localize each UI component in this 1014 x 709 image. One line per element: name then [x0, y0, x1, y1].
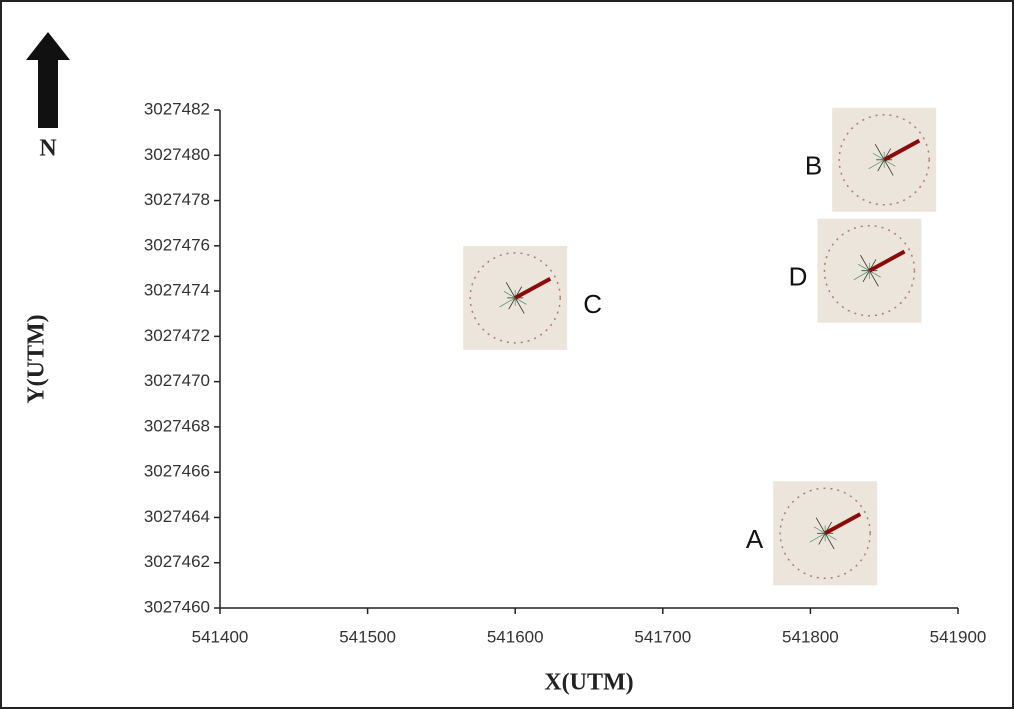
rose-spoke — [877, 159, 885, 172]
rose-direction — [824, 512, 862, 536]
y-tick-label: 3027480 — [144, 145, 210, 164]
x-tick-label: 541500 — [339, 627, 396, 646]
rose-spoke — [862, 270, 870, 283]
rose-spoke — [824, 533, 835, 550]
rose-spoke — [872, 152, 885, 161]
rose-spoke — [505, 282, 516, 299]
rose-spoke — [503, 291, 516, 299]
x-tick-label: 541900 — [930, 627, 987, 646]
x-tick-label: 541800 — [782, 627, 839, 646]
point-label: D — [789, 262, 808, 292]
rose-direction — [868, 249, 906, 273]
rose-direction — [514, 276, 552, 300]
rose-spoke — [818, 533, 826, 545]
rose-marker — [817, 218, 922, 323]
rose-spoke — [868, 159, 885, 170]
rose-rim — [838, 114, 930, 206]
rose-spoke — [815, 517, 826, 534]
rose-spoke — [514, 297, 525, 314]
point-label: B — [805, 151, 822, 181]
rose-spoke — [809, 532, 826, 543]
y-tick-label: 3027472 — [144, 326, 210, 345]
x-axis-title: X(UTM) — [544, 670, 633, 696]
rose-spoke — [508, 297, 516, 310]
rose-marker — [832, 107, 937, 212]
x-tick-label: 541700 — [634, 627, 691, 646]
y-tick-label: 3027470 — [144, 371, 210, 390]
y-tick-label: 3027466 — [144, 462, 210, 481]
y-tick-label: 3027482 — [144, 99, 210, 118]
y-tick-label: 3027468 — [144, 416, 210, 435]
rose-rim — [779, 487, 871, 580]
rose-marker — [463, 245, 568, 350]
y-axis-title: Y(UTM) — [24, 314, 50, 403]
y-tick-label: 3027460 — [144, 597, 210, 616]
y-tick-label: 3027462 — [144, 552, 210, 571]
point-label: A — [746, 524, 764, 554]
rose-spoke — [853, 270, 870, 281]
rose-marker — [773, 481, 878, 586]
x-tick-label: 541600 — [487, 627, 544, 646]
rose-spoke — [857, 263, 870, 272]
point-label: C — [583, 289, 602, 319]
north-label: N — [39, 136, 57, 162]
y-tick-label: 3027474 — [144, 281, 210, 300]
y-tick-label: 3027478 — [144, 190, 210, 209]
rose-rim — [823, 224, 916, 317]
rose-rim — [469, 252, 561, 344]
rose-spoke — [883, 159, 894, 176]
rose-spoke — [874, 144, 885, 161]
north-arrow — [26, 32, 70, 128]
rose-spoke — [499, 297, 516, 308]
rose-spoke — [813, 526, 826, 534]
rose-direction — [883, 138, 921, 162]
y-tick-label: 3027476 — [144, 235, 210, 254]
y-tick-label: 3027464 — [144, 507, 210, 526]
rose-spoke — [860, 254, 870, 271]
rose-spoke — [869, 270, 879, 287]
x-tick-label: 541400 — [192, 627, 249, 646]
